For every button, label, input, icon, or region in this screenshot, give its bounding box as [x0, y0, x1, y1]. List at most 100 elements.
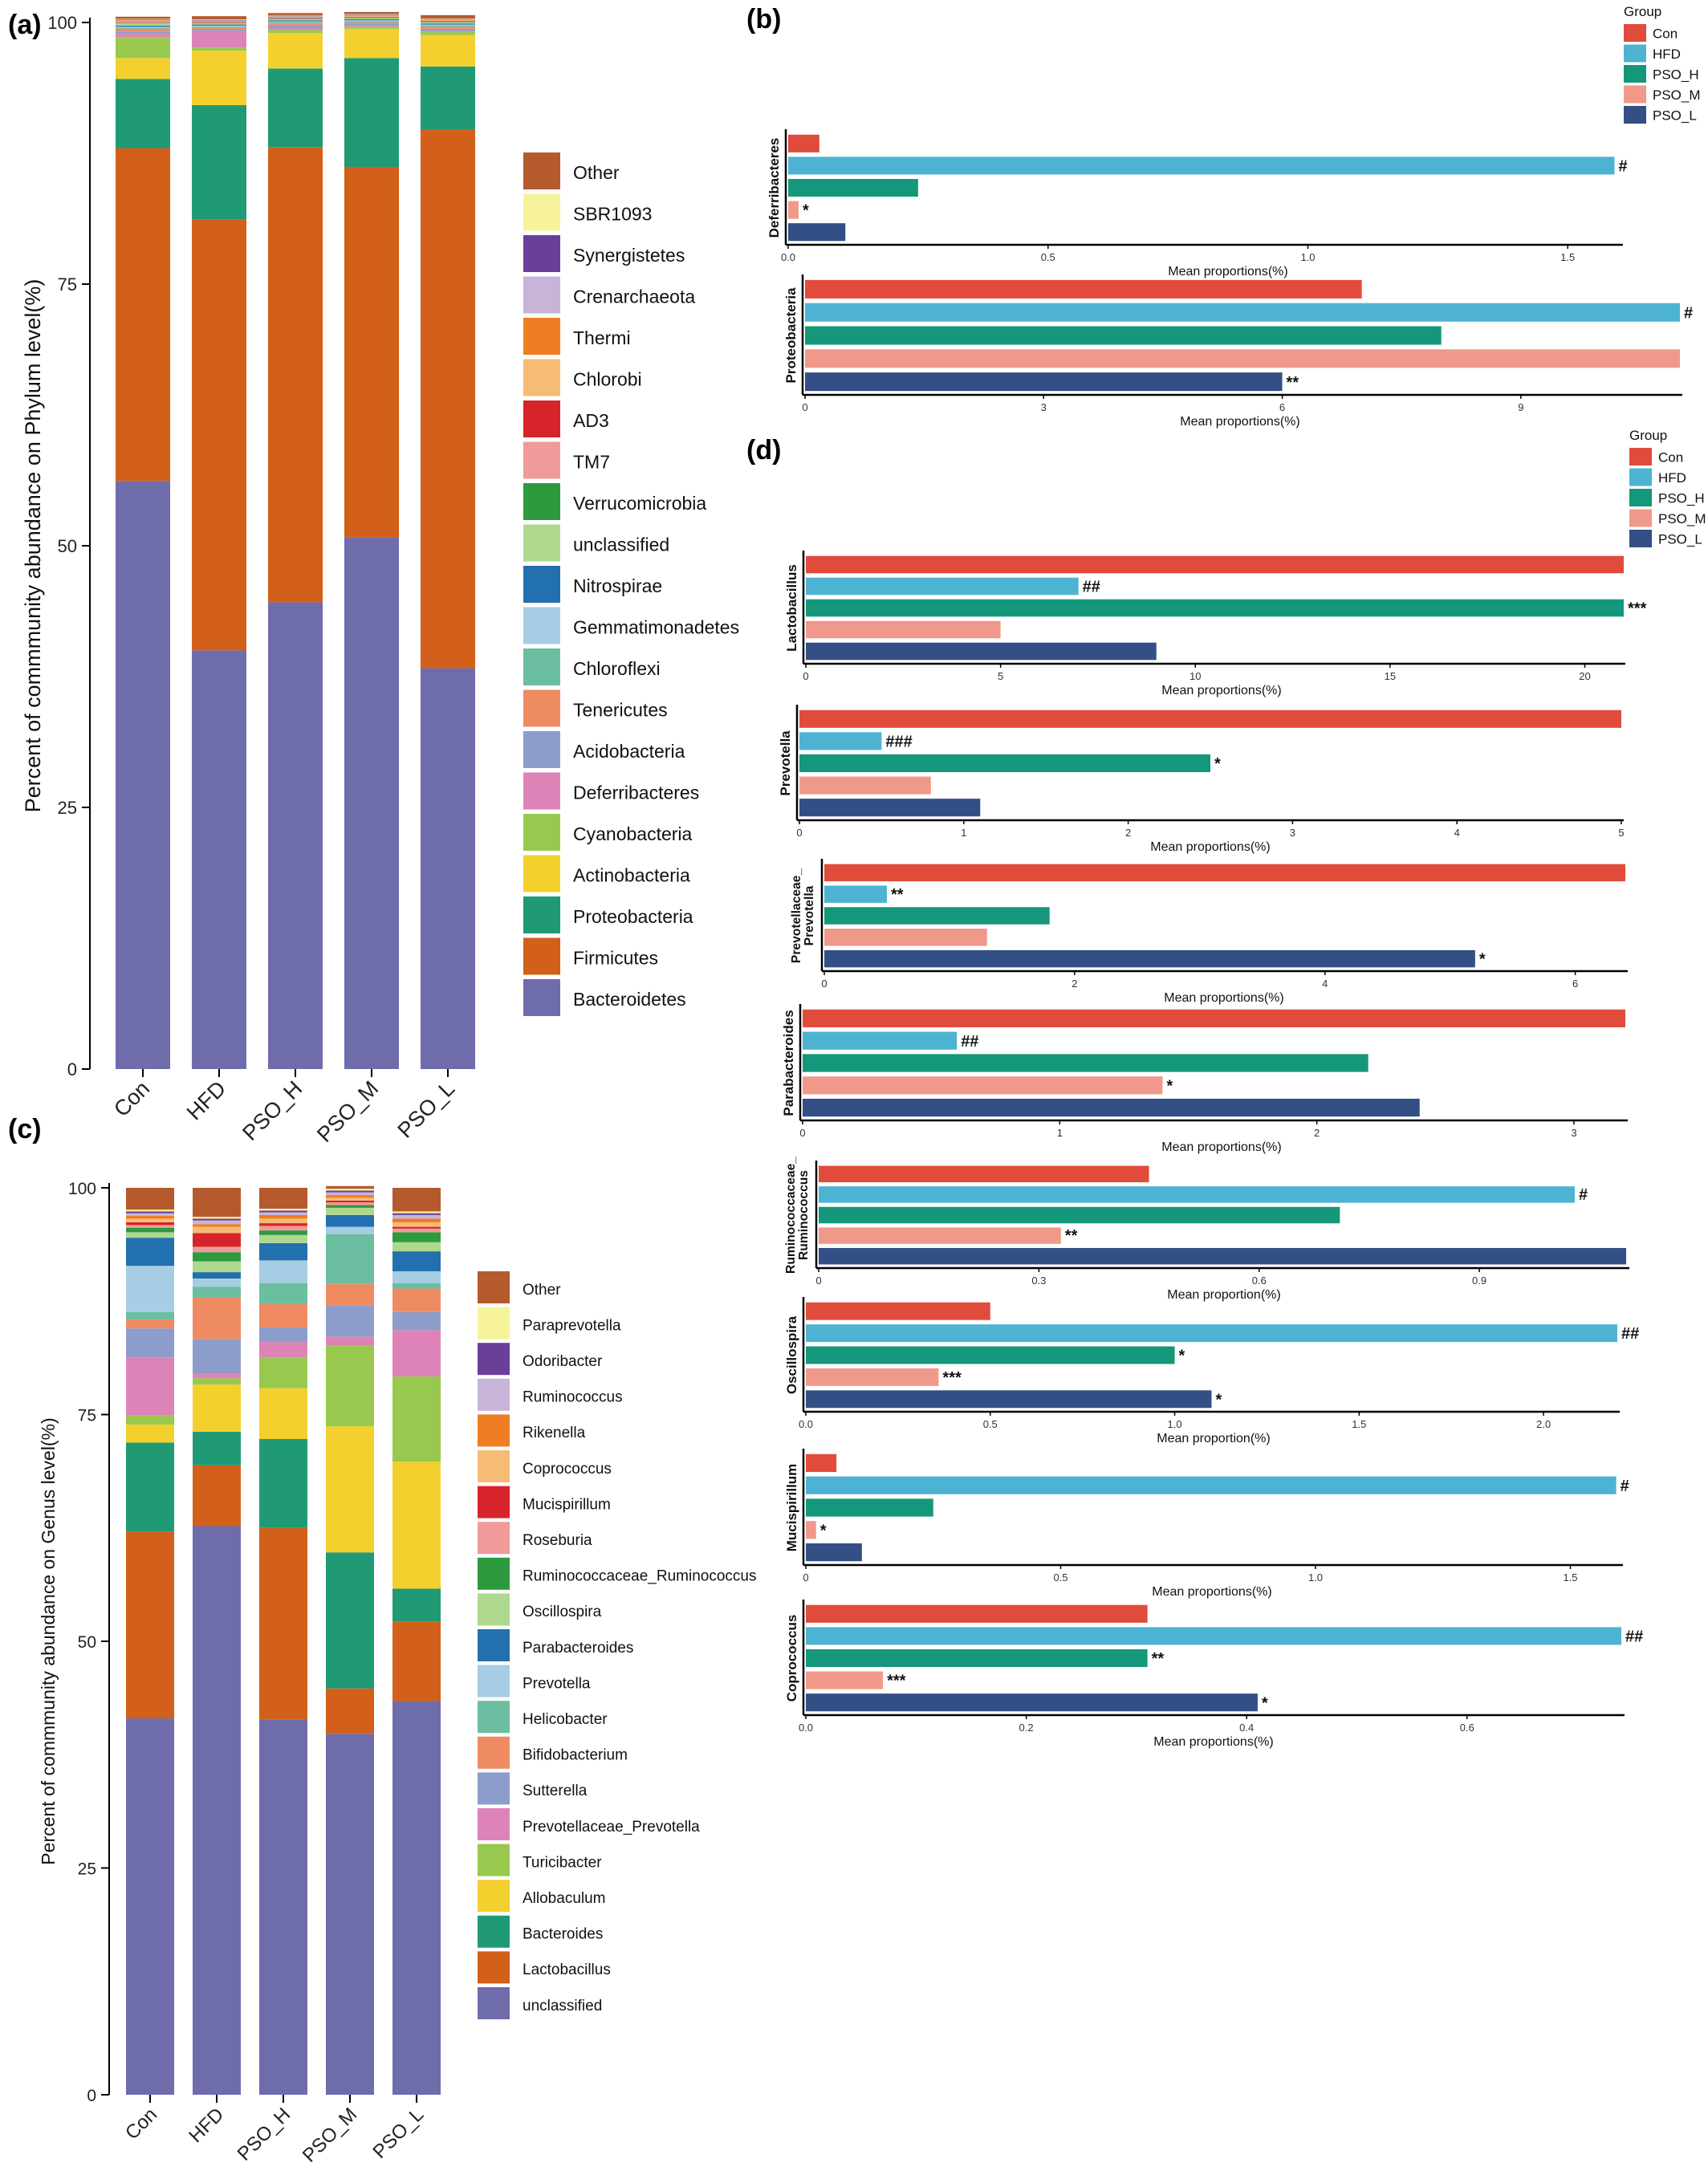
legend-swatch-turicibacter	[478, 1844, 510, 1876]
bar-segment-pso-m-coprococcus	[326, 1197, 374, 1201]
bar-segment-hfd-mucispirillum	[193, 1233, 241, 1247]
panel-label-a: (a)	[8, 10, 42, 40]
x-tick-label: 0	[815, 1275, 821, 1287]
bar-segment-pso-h-deferribacteres	[268, 27, 323, 30]
bar-segment-hfd-sutterella	[193, 1339, 241, 1374]
bar-segment-con-deferribacteres	[116, 34, 170, 38]
bar-ruminococcaceae-ruminococcus-con	[819, 1165, 1149, 1183]
bar-segment-pso-h-turicibacter	[259, 1357, 307, 1388]
bar-segment-hfd-ruminococcus	[193, 1220, 241, 1225]
bar-segment-con-sutterella	[126, 1328, 174, 1358]
bar-segment-pso-h-sutterella	[259, 1327, 307, 1343]
bar-segment-con-actinobacteria	[116, 58, 170, 79]
bar-segment-pso-h-unclassified	[268, 19, 323, 21]
bar-segment-con-prevotellaceae-prevotella	[126, 1357, 174, 1416]
bar-segment-con-crenarchaeota	[116, 19, 170, 21]
bar-coprococcus-pso-l	[806, 1693, 1258, 1712]
x-tick-label: 0.4	[1239, 1722, 1254, 1734]
bar-segment-pso-h-prevotella	[259, 1260, 307, 1283]
bar-segment-con-verrucomicrobia	[116, 22, 170, 24]
bar-coprococcus-pso-h	[806, 1649, 1148, 1668]
bar-segment-pso-m-other	[344, 11, 399, 14]
bar-coprococcus-hfd	[806, 1627, 1621, 1645]
x-tick-label: 0.5	[1041, 251, 1055, 263]
bar-segment-pso-h-ruminococcaceae-ruminococcus	[259, 1230, 307, 1235]
bar-segment-pso-l-sbr1093	[421, 18, 475, 19]
legend-label-hfd: HFD	[1653, 47, 1681, 62]
y-tick-label: 50	[78, 1633, 96, 1652]
legend-swatch-unclassified	[478, 1987, 510, 2019]
bar-segment-pso-m-rikenella	[326, 1195, 374, 1198]
bar-segment-pso-h-crenarchaeota	[268, 16, 323, 17]
legend-swatch-lactobacillus	[478, 1951, 510, 1984]
x-axis-title: Mean proportions(%)	[1152, 1585, 1271, 1599]
bar-segment-hfd-other	[192, 16, 246, 20]
taxon-label: Proteobacteria	[783, 287, 799, 384]
bar-parabacteroides-hfd	[803, 1031, 958, 1050]
significance-mark: #	[1619, 157, 1628, 175]
bar-segment-pso-h-thermi	[268, 16, 323, 18]
bar-deferribacteres-con	[788, 134, 819, 152]
bar-segment-pso-h-tm7	[268, 18, 323, 19]
bar-oscillospira-hfd	[806, 1324, 1617, 1343]
x-tick-label: 20	[1579, 670, 1590, 682]
bar-segment-pso-h-bifidobacterium	[259, 1303, 307, 1328]
bar-segment-hfd-firmicutes	[192, 219, 246, 651]
bar-proteobacteria-pso-h	[805, 326, 1442, 345]
significance-mark: #	[1684, 305, 1693, 323]
bar-segment-con-unclassified	[126, 1718, 174, 2095]
significance-mark: ***	[887, 1673, 906, 1690]
legend-label-sutterella: Sutterella	[523, 1783, 588, 1799]
legend-label-roseburia: Roseburia	[523, 1532, 592, 1549]
subplot-ruminococcaceae-ruminococcus: # ** 0 0.3 0.6 0.9 Mean proportion(%) Ruminococ…	[784, 1157, 1629, 1302]
bar-segment-pso-l-oscillospira	[392, 1242, 441, 1252]
bar-segment-pso-h-prevotellaceae-prevotella	[259, 1342, 307, 1358]
bar-ruminococcaceae-ruminococcus-pso-l	[819, 1247, 1626, 1265]
legend-swatch-verrucomicrobia	[523, 483, 560, 520]
bar-segment-hfd-verrucomicrobia	[192, 22, 246, 24]
y-tick-label: 75	[58, 274, 77, 295]
bar-segment-pso-m-prevotella	[326, 1226, 374, 1234]
x-tick-label: 1.0	[1168, 1418, 1182, 1430]
legend-swatch-con	[1629, 448, 1652, 465]
x-tick-label: 3	[1041, 401, 1047, 413]
bar-segment-con-ruminococcus	[126, 1213, 174, 1217]
legend-swatch-acidobacteria	[523, 731, 560, 768]
legend-swatch-pso-h	[1624, 65, 1646, 83]
bar-segment-hfd-tm7	[192, 22, 246, 23]
legend-label-thermi: Thermi	[573, 327, 631, 348]
legend-label-sbr1093: SBR1093	[573, 204, 652, 225]
bar-segment-con-unclassified	[116, 23, 170, 26]
bar-segment-hfd-acidobacteria	[192, 30, 246, 32]
bar-deferribacteres-hfd	[788, 157, 1615, 175]
bar-segment-pso-m-sbr1093	[344, 14, 399, 15]
legend-label-allobaculum: Allobaculum	[523, 1890, 606, 1907]
x-tick-label: 1.5	[1352, 1418, 1366, 1430]
y-tick-label: 50	[58, 536, 77, 556]
legend-title: Group	[1629, 428, 1667, 443]
bar-segment-con-firmicutes	[116, 148, 170, 482]
bar-mucispirillum-pso-m	[806, 1521, 816, 1539]
legend-label-ruminococcaceae-ruminococcus: Ruminococcaceae_Ruminococcus	[523, 1568, 756, 1585]
significance-mark: *	[803, 202, 809, 220]
bar-segment-con-chlorobi	[116, 21, 170, 22]
x-tick-label-pso-l: PSO_L	[392, 1076, 459, 1143]
legend-label-chloroflexi: Chloroflexi	[573, 658, 661, 679]
legend-label-verrucomicrobia: Verrucomicrobia	[573, 493, 706, 514]
bar-segment-pso-m-lactobacillus	[326, 1688, 374, 1734]
significance-mark: *	[1214, 755, 1221, 773]
legend-swatch-prevotella	[478, 1665, 510, 1697]
bar-segment-pso-h-oscillospira	[259, 1234, 307, 1243]
taxon-label: Oscillospira	[784, 1315, 799, 1394]
legend-swatch-parabacteroides	[478, 1629, 510, 1661]
bar-segment-hfd-synergistetes	[192, 19, 246, 21]
legend-label-rikenella: Rikenella	[523, 1425, 586, 1441]
bar-lactobacillus-hfd	[806, 577, 1079, 596]
x-tick-label-con: Con	[121, 2104, 161, 2144]
bar-segment-pso-h-proteobacteria	[268, 68, 323, 148]
bar-segment-pso-l-cyanobacteria	[421, 31, 475, 35]
panel-label-b: (b)	[746, 4, 781, 35]
legend-swatch-ruminococcus	[478, 1378, 510, 1411]
bar-oscillospira-pso-l	[806, 1390, 1212, 1409]
